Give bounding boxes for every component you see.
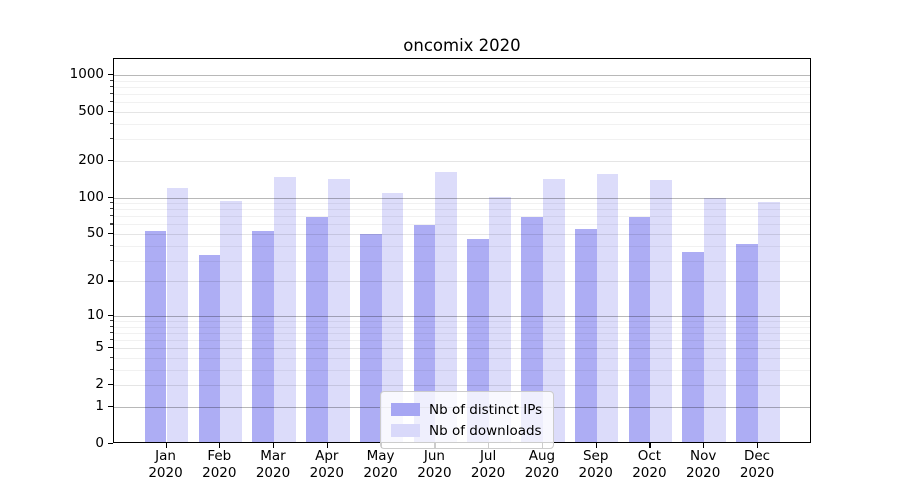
- ytick-mark-500: [108, 110, 113, 113]
- bar-apr-distinct-ips: [306, 216, 328, 442]
- legend-item-distinct-ips: Nb of distinct IPs: [391, 399, 542, 420]
- legend-label-downloads: Nb of downloads: [429, 422, 542, 439]
- xtick-label-sep: Sep 2020: [578, 448, 613, 481]
- ytick-label-100: 100: [78, 188, 104, 205]
- bar-mar-distinct-ips: [252, 230, 274, 442]
- ytick-mark-1000: [108, 73, 113, 76]
- bar-jan-downloads: [166, 188, 189, 442]
- bar-jan-distinct-ips: [144, 230, 167, 442]
- xtick-label-aug: Aug 2020: [524, 448, 560, 481]
- xtick-label-jul: Jul 2020: [470, 448, 506, 481]
- bar-aug-distinct-ips: [521, 216, 543, 442]
- ytick-mark-50: [108, 233, 113, 235]
- bar-dec-downloads: [758, 201, 780, 442]
- ytick-label-2: 2: [95, 376, 104, 393]
- ytick-minor-mark-7: [110, 331, 113, 334]
- bar-oct-downloads: [650, 180, 673, 442]
- ytick-minor-mark-4: [110, 357, 113, 359]
- bar-oct-distinct-ips: [628, 216, 651, 442]
- bar-may-distinct-ips: [359, 234, 382, 442]
- bar-mar-downloads: [274, 176, 296, 442]
- bars-layer: [114, 59, 810, 442]
- ytick-label-0: 0: [95, 435, 104, 451]
- ytick-mark-10: [108, 314, 113, 317]
- bar-apr-downloads: [327, 178, 350, 442]
- ytick-label-500: 500: [78, 102, 104, 119]
- ytick-minor-mark-400: [110, 122, 113, 124]
- ytick-minor-mark-900: [110, 79, 113, 81]
- xtick-mark-oct: [649, 443, 651, 448]
- xtick-mark-jan: [165, 443, 167, 448]
- xtick-mark-dec: [757, 443, 759, 448]
- ytick-label-200: 200: [78, 151, 104, 168]
- ytick-label-1000: 1000: [69, 65, 104, 82]
- xtick-label-oct: Oct 2020: [632, 448, 667, 481]
- bar-sep-downloads: [596, 173, 619, 442]
- xtick-label-nov: Nov 2020: [686, 448, 721, 481]
- ytick-label-1: 1: [95, 398, 104, 414]
- bar-nov-downloads: [704, 198, 726, 442]
- xtick-mark-apr: [326, 443, 328, 448]
- ytick-mark-20: [108, 280, 113, 282]
- legend-item-downloads: Nb of downloads: [391, 420, 542, 441]
- legend: Nb of distinct IPs Nb of downloads: [380, 391, 555, 449]
- legend-swatch-downloads: [391, 424, 420, 437]
- ytick-minor-mark-600: [110, 101, 113, 103]
- plot-area: Nb of distinct IPs Nb of downloads: [113, 58, 811, 449]
- ytick-minor-mark-90: [110, 202, 113, 204]
- xtick-label-mar: Mar 2020: [255, 448, 291, 481]
- ytick-minor-mark-700: [110, 93, 113, 95]
- ytick-minor-mark-40: [110, 244, 113, 246]
- bar-feb-downloads: [220, 201, 243, 442]
- xtick-label-may: May 2020: [363, 448, 398, 481]
- ytick-label-20: 20: [86, 272, 104, 289]
- ytick-minor-mark-60: [110, 223, 113, 225]
- bar-sep-distinct-ips: [574, 228, 597, 442]
- bar-feb-distinct-ips: [198, 255, 221, 442]
- chart-title: oncomix 2020: [403, 36, 521, 55]
- xtick-mark-feb: [219, 443, 221, 448]
- ytick-minor-mark-30: [110, 259, 113, 261]
- ytick-minor-mark-3: [110, 368, 113, 371]
- xtick-label-jun: Jun 2020: [417, 448, 452, 481]
- bar-aug-downloads: [542, 178, 565, 442]
- xtick-label-feb: Feb 2020: [202, 448, 237, 481]
- xtick-mark-mar: [273, 443, 275, 448]
- xtick-label-dec: Dec 2020: [739, 448, 775, 481]
- legend-label-distinct-ips: Nb of distinct IPs: [429, 401, 543, 418]
- xtick-mark-sep: [595, 443, 597, 448]
- xtick-mark-nov: [703, 443, 705, 448]
- ytick-minor-mark-9: [110, 320, 113, 322]
- bar-nov-distinct-ips: [682, 252, 705, 442]
- xtick-label-apr: Apr 2020: [309, 448, 344, 481]
- ytick-minor-mark-800: [110, 85, 113, 88]
- ytick-mark-0: [108, 443, 113, 445]
- bar-jun-distinct-ips: [413, 225, 436, 442]
- bar-may-downloads: [381, 192, 404, 442]
- ytick-mark-100: [108, 196, 113, 198]
- ytick-mark-5: [108, 347, 113, 349]
- ytick-label-10: 10: [86, 306, 104, 323]
- ytick-minor-mark-300: [110, 138, 113, 140]
- bar-jun-downloads: [435, 171, 458, 442]
- ytick-mark-2: [108, 384, 113, 386]
- ytick-label-50: 50: [86, 225, 104, 241]
- ytick-minor-mark-80: [110, 208, 113, 210]
- ytick-mark-1: [108, 406, 113, 408]
- ytick-mark-200: [108, 159, 113, 161]
- ytick-minor-mark-70: [110, 215, 113, 217]
- xtick-label-jan: Jan 2020: [148, 448, 183, 481]
- ytick-minor-mark-8: [110, 325, 113, 327]
- bar-dec-distinct-ips: [736, 243, 758, 442]
- ytick-minor-mark-6: [110, 339, 113, 341]
- bar-jul-downloads: [489, 197, 511, 442]
- legend-swatch-distinct-ips: [391, 403, 420, 416]
- ytick-label-5: 5: [95, 339, 104, 356]
